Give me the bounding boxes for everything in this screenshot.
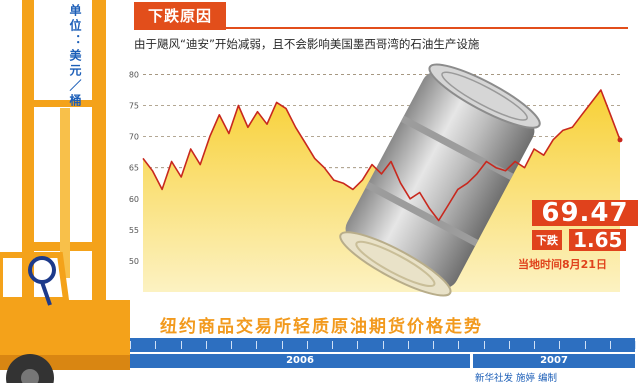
chart-subtitle: 由于飓风“迪安”开始减弱，且不会影响美国墨西哥湾的石油生产设施 bbox=[134, 37, 480, 51]
y-tick-label: 55 bbox=[129, 226, 139, 235]
y-tick-label: 80 bbox=[129, 70, 139, 79]
forklift-wheel-icon bbox=[6, 354, 54, 383]
source-credit: 新华社发 施婷 编制 bbox=[475, 373, 558, 384]
latest-price: 69.47 bbox=[532, 200, 638, 226]
price-line bbox=[142, 89, 621, 222]
month-tick bbox=[256, 341, 258, 349]
month-tick bbox=[357, 341, 359, 349]
month-tick bbox=[231, 341, 232, 349]
forklift-crossbar-top bbox=[22, 100, 106, 107]
month-tick bbox=[508, 341, 510, 349]
change-label: 下跌 bbox=[532, 230, 562, 250]
month-tick bbox=[407, 341, 409, 349]
y-tick-label: 60 bbox=[129, 195, 139, 204]
month-tick bbox=[458, 341, 460, 349]
month-tick bbox=[281, 341, 283, 349]
forklift-mast-left bbox=[22, 0, 34, 300]
oil-barrel-icon bbox=[339, 63, 541, 297]
month-tick bbox=[306, 341, 308, 349]
month-tick bbox=[433, 341, 434, 349]
forklift-wheel-hub bbox=[21, 369, 39, 383]
y-tick-label: 70 bbox=[129, 133, 139, 142]
y-tick-label: 50 bbox=[129, 257, 139, 266]
forklift-fork-bar bbox=[60, 108, 70, 278]
forklift-illustration bbox=[0, 0, 130, 383]
forklift-mast-right bbox=[92, 0, 106, 310]
steering-column bbox=[40, 281, 52, 306]
price-change: 下跌 1.65 bbox=[532, 229, 627, 251]
y-axis-ticks: 80 75 70 65 60 55 50 bbox=[129, 70, 139, 265]
month-tick bbox=[332, 341, 333, 349]
y-tick-label: 75 bbox=[129, 102, 139, 111]
reason-badge: 下跌原因 bbox=[134, 2, 227, 30]
month-tick bbox=[155, 341, 157, 349]
month-tick bbox=[534, 341, 535, 349]
latest-point bbox=[617, 137, 623, 143]
year-label-2007: 2007 bbox=[473, 354, 635, 368]
month-tick bbox=[382, 341, 384, 349]
y-tick-label: 65 bbox=[129, 164, 139, 173]
month-band bbox=[130, 338, 636, 352]
month-tick bbox=[205, 341, 207, 349]
change-value: 1.65 bbox=[569, 229, 627, 251]
year-label-2006: 2006 bbox=[130, 354, 470, 368]
month-tick bbox=[483, 341, 485, 349]
month-tick bbox=[584, 341, 586, 349]
as-of-date: 当地时间8月21日 bbox=[518, 258, 607, 271]
month-tick bbox=[180, 341, 182, 349]
chart-title: 纽约商品交易所轻质原油期货价格走势 bbox=[160, 317, 483, 337]
unit-label: 单位：美元／桶 bbox=[68, 4, 82, 109]
month-tick bbox=[635, 341, 636, 349]
header-divider bbox=[218, 27, 628, 29]
time-axis: 2006 2007 bbox=[130, 338, 636, 372]
month-tick bbox=[609, 341, 611, 349]
month-tick bbox=[559, 341, 561, 349]
month-tick bbox=[130, 341, 131, 349]
